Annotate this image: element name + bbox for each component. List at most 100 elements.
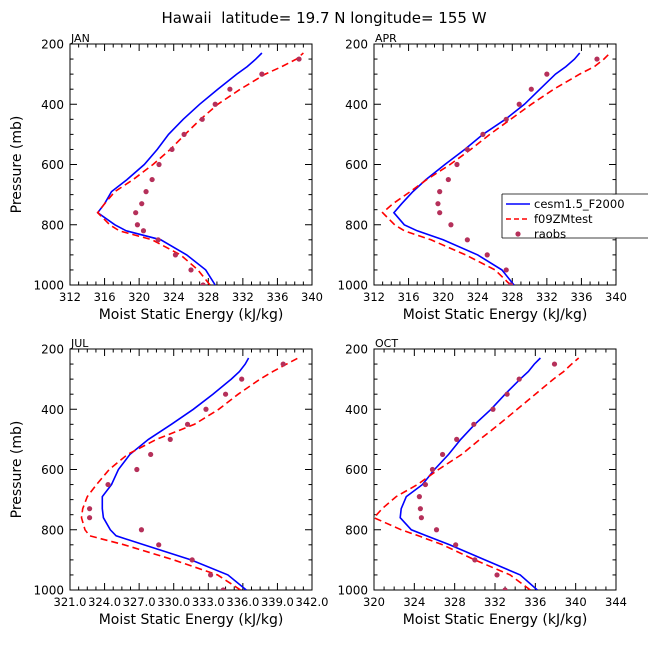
- y-tick-label: 600: [345, 158, 368, 172]
- raobs-point: [490, 406, 496, 412]
- raobs-point: [172, 252, 179, 258]
- raobs-point: [203, 406, 209, 412]
- x-tick-label: 340: [605, 290, 627, 304]
- raobs-point: [149, 176, 155, 183]
- legend-entry-cesm1-5-f2000: cesm1.5_F2000: [506, 197, 625, 211]
- raobs-point: [156, 161, 162, 168]
- raobs-point: [448, 222, 454, 228]
- x-tick-label: 312: [363, 290, 385, 304]
- raobs-point: [472, 557, 478, 563]
- legend-label: f09ZMtest: [534, 212, 593, 226]
- raobs-point: [516, 101, 522, 107]
- legend-label: raobs: [534, 227, 566, 241]
- raobs-point: [86, 506, 93, 512]
- raobs-point: [222, 391, 229, 397]
- y-tick-label: 200: [41, 343, 64, 357]
- legend-entry-f09zmtest: f09ZMtest: [506, 212, 593, 226]
- raobs-point: [105, 481, 111, 488]
- plot-area: [381, 52, 611, 285]
- x-tick-label: 340: [301, 290, 323, 304]
- raobs-point: [445, 176, 451, 183]
- plot-frame: [69, 43, 313, 286]
- raobs-point: [181, 131, 187, 137]
- panel-label: JUL: [70, 337, 89, 350]
- raobs-point: [471, 421, 477, 427]
- raobs-point: [280, 361, 286, 367]
- x-tick-label: 320: [363, 595, 385, 609]
- x-tick-label: 339.0: [261, 595, 294, 609]
- y-axis-label: Pressure (mb): [9, 421, 25, 519]
- x-tick-label: 340: [565, 595, 587, 609]
- panel-apr: APR 312 316 320 324 328 332 336 340 200 400 600 800 1…: [337, 32, 627, 323]
- x-tick-label: 324: [163, 290, 185, 304]
- raobs-point: [133, 210, 139, 216]
- raobs-point: [464, 146, 470, 153]
- plot-area: [80, 357, 299, 590]
- raobs-point: [227, 86, 233, 92]
- legend-label: cesm1.5_F2000: [534, 197, 625, 211]
- x-axis-label: Moist Static Energy (kJ/kg): [403, 307, 588, 323]
- x-tick-label: 333.0: [192, 595, 225, 609]
- raobs-point: [417, 506, 423, 512]
- x-tick-label: 327.0: [123, 595, 156, 609]
- raobs-point: [199, 116, 205, 122]
- raobs-point: [439, 451, 446, 458]
- panel-label: JAN: [70, 32, 90, 45]
- x-tick-label: 336: [266, 290, 288, 304]
- y-tick-label: 600: [41, 463, 64, 477]
- raobs-point: [200, 282, 206, 285]
- figure-title: Hawaii latitude= 19.7 N longitude= 155 W: [161, 9, 486, 27]
- raobs-point: [437, 189, 443, 195]
- raobs-point: [220, 587, 226, 590]
- y-tick-label: 400: [345, 98, 368, 112]
- series-line-cesm1-5-f2000: [392, 52, 581, 285]
- raobs-point: [484, 252, 490, 258]
- x-tick-label: 336: [524, 595, 546, 609]
- y-tick-label: 1000: [33, 584, 64, 598]
- x-tick-label: 321.0: [54, 595, 87, 609]
- raobs-point: [239, 376, 245, 382]
- raobs-point: [296, 56, 302, 62]
- y-tick-label: 800: [41, 523, 64, 537]
- x-tick-label: 332: [536, 290, 558, 304]
- panel-jan: JAN 312 316 320 324 328 332 336 340 200 400 600 800 1…: [9, 32, 323, 323]
- raobs-point: [134, 466, 140, 473]
- raobs-point: [429, 466, 436, 473]
- raobs-point: [422, 481, 429, 488]
- x-axis-label: Moist Static Energy (kJ/kg): [403, 612, 588, 628]
- x-tick-label: 344: [605, 595, 627, 609]
- x-tick-label: 316: [398, 290, 420, 304]
- raobs-point: [433, 527, 440, 533]
- raobs-point: [504, 391, 510, 397]
- legend-entry-raobs: raobs: [515, 227, 566, 241]
- x-tick-label: 320: [432, 290, 454, 304]
- raobs-point: [148, 451, 154, 458]
- series-line-f09zmtest: [381, 52, 611, 285]
- raobs-point: [503, 267, 509, 273]
- y-tick-label: 400: [345, 403, 368, 417]
- y-tick-label: 200: [41, 38, 64, 52]
- raobs-point: [139, 201, 145, 207]
- x-tick-label: 336: [570, 290, 592, 304]
- x-tick-label: 328: [197, 290, 219, 304]
- raobs-point: [503, 116, 509, 122]
- raobs-point: [454, 161, 460, 168]
- raobs-point: [184, 421, 191, 427]
- raobs-point: [86, 515, 93, 521]
- raobs-point: [435, 201, 441, 207]
- raobs-point: [140, 228, 147, 234]
- raobs-point: [453, 542, 459, 548]
- series-line-cesm1-5-f2000: [101, 357, 250, 590]
- raobs-point: [516, 376, 522, 382]
- raobs-point: [494, 572, 500, 578]
- panel-jul: JUL 321.0 324.0 327.0 330.0 333.0 336.0 339.0 34…: [9, 337, 328, 628]
- raobs-point: [169, 146, 175, 153]
- x-tick-label: 324: [403, 595, 425, 609]
- x-tick-label: 320: [128, 290, 150, 304]
- y-tick-label: 400: [41, 98, 64, 112]
- x-tick-label: 312: [59, 290, 81, 304]
- plot-frame: [69, 348, 313, 591]
- x-axis-label: Moist Static Energy (kJ/kg): [99, 307, 284, 323]
- raobs-point: [188, 267, 194, 273]
